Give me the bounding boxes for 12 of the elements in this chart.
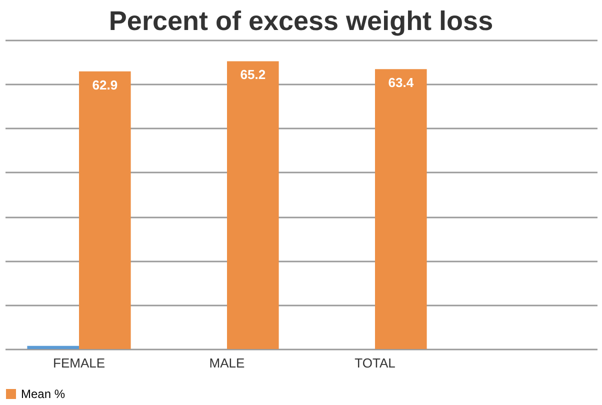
x-tick-label: MALE (209, 356, 246, 370)
chart-title: Percent of excess weight loss (108, 6, 494, 36)
x-tick-label: TOTAL (354, 356, 396, 370)
bar (227, 61, 279, 349)
bar (375, 69, 427, 349)
bar (79, 71, 131, 349)
legend-label: Mean % (21, 387, 66, 401)
data-label: 62.9 (92, 77, 118, 92)
data-label: 63.4 (388, 75, 414, 90)
bar (27, 346, 79, 349)
data-label: 65.2 (240, 67, 266, 82)
x-tick-label: FEMALE (52, 356, 106, 370)
